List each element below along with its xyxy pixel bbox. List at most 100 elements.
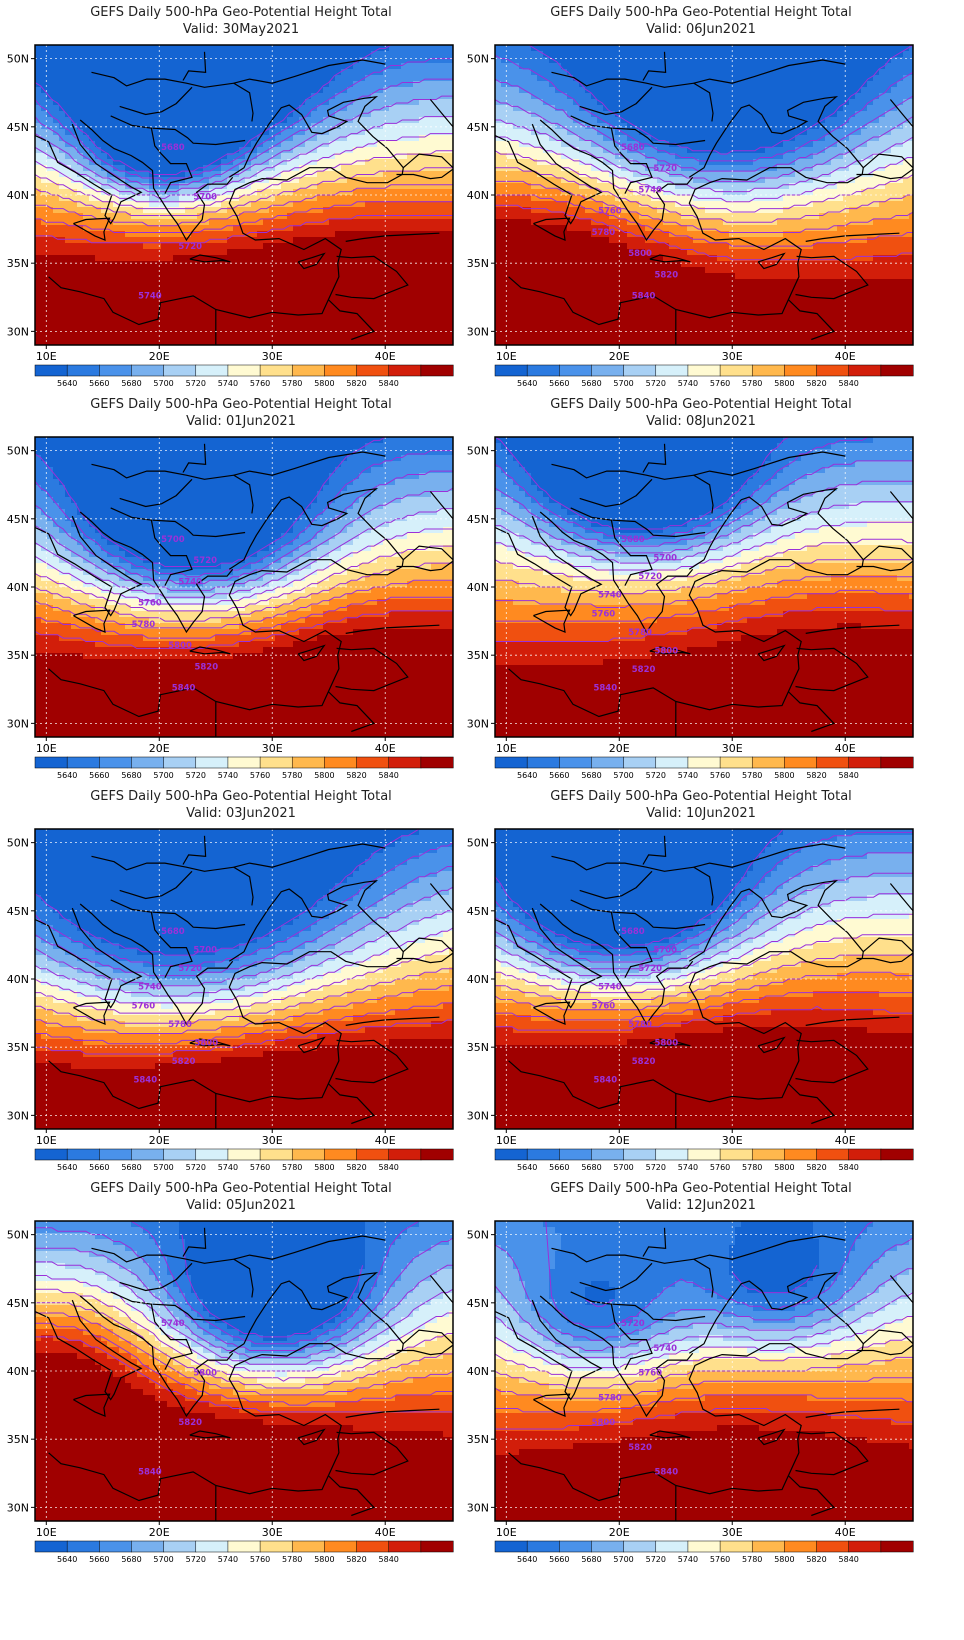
contour-line bbox=[528, 45, 913, 155]
contour-line bbox=[495, 78, 913, 172]
panel-valid-date: Valid: 12Jun2021 bbox=[460, 1197, 942, 1214]
colorbar-label: 5740 bbox=[218, 1555, 238, 1564]
colorbar-swatch bbox=[131, 1148, 165, 1161]
graticule bbox=[495, 829, 913, 1129]
x-tick-label: 10E bbox=[36, 350, 57, 363]
contour-label: 5720 bbox=[178, 242, 202, 252]
colorbar-swatch bbox=[34, 1540, 68, 1553]
contour-line bbox=[495, 54, 913, 162]
x-tick-label: 40E bbox=[375, 742, 396, 755]
coastline bbox=[402, 1329, 453, 1345]
coastline bbox=[182, 443, 207, 473]
colorbar-label: 5780 bbox=[282, 379, 302, 388]
coastline bbox=[152, 127, 246, 146]
colorbar-swatch bbox=[848, 364, 882, 377]
graticule bbox=[495, 1221, 913, 1521]
colorbar: 5640 5660 5680 5700 5720 5740 5760 5780 5800 5820… bbox=[494, 364, 914, 388]
panel-valid-date: Valid: 06Jun2021 bbox=[460, 21, 942, 38]
colorbar-label: 5820 bbox=[806, 379, 826, 388]
contour-label: 5740 bbox=[138, 983, 162, 993]
contour-line bbox=[495, 501, 913, 564]
contour-label: 5700 bbox=[193, 193, 217, 203]
contour-line bbox=[130, 1221, 425, 1345]
colorbar-label: 5820 bbox=[346, 771, 366, 780]
contour-line bbox=[35, 985, 453, 1034]
contour-line bbox=[35, 215, 453, 244]
coastline bbox=[233, 59, 386, 84]
colorbar-swatch bbox=[227, 364, 261, 377]
colorbar-label: 5720 bbox=[646, 771, 666, 780]
colorbar-swatch bbox=[880, 756, 914, 769]
contour-line bbox=[35, 116, 453, 199]
contour-label: 5760 bbox=[132, 1001, 156, 1011]
colorbar-swatch bbox=[259, 1540, 293, 1553]
colorbar-swatch bbox=[163, 1148, 197, 1161]
contour-line bbox=[35, 545, 453, 612]
colorbar-swatch bbox=[388, 1148, 422, 1161]
panel-valid-date: Valid: 03Jun2021 bbox=[0, 805, 482, 822]
contour-line bbox=[495, 521, 913, 571]
contour-label: 5720 bbox=[638, 572, 662, 582]
colorbar-label: 5740 bbox=[678, 771, 698, 780]
y-tick-label: 30N bbox=[467, 325, 489, 338]
coastline bbox=[495, 1299, 603, 1401]
colorbar-label: 5820 bbox=[346, 1555, 366, 1564]
y-tick-label: 50N bbox=[7, 445, 29, 458]
contour-line bbox=[35, 1312, 453, 1396]
colorbar-swatch bbox=[66, 756, 100, 769]
coastline bbox=[508, 95, 864, 326]
x-tick-label: 20E bbox=[149, 350, 170, 363]
colorbar-swatch bbox=[526, 756, 560, 769]
x-tick-label: 40E bbox=[375, 1134, 396, 1147]
coastline bbox=[889, 99, 913, 128]
contour-label: 5680 bbox=[621, 143, 645, 153]
contour-line bbox=[540, 1221, 874, 1328]
contour-line bbox=[495, 559, 913, 595]
colorbar-label: 5720 bbox=[646, 1555, 666, 1564]
coastline bbox=[889, 883, 913, 912]
y-tick-label: 40N bbox=[467, 189, 489, 202]
y-tick-label: 50N bbox=[467, 53, 489, 66]
contour-label: 5740 bbox=[598, 591, 622, 601]
x-tick-label: 10E bbox=[36, 1134, 57, 1147]
colorbar-swatch bbox=[880, 364, 914, 377]
y-tick-label: 50N bbox=[7, 1229, 29, 1242]
coastline bbox=[335, 1431, 409, 1476]
contour-line bbox=[495, 460, 913, 547]
contour-label: 5840 bbox=[172, 684, 196, 694]
coastline bbox=[402, 937, 453, 953]
coastline bbox=[539, 903, 694, 1026]
colorbar-swatch bbox=[751, 364, 785, 377]
coastline bbox=[429, 99, 453, 128]
colorbar-swatch bbox=[356, 1540, 390, 1553]
contour-line bbox=[35, 150, 453, 210]
contour-label: 5820 bbox=[632, 1057, 656, 1067]
colorbar-label: 5780 bbox=[742, 1555, 762, 1564]
coastline bbox=[402, 153, 453, 169]
colorbar-swatch bbox=[66, 364, 100, 377]
colorbar-swatch bbox=[880, 1148, 914, 1161]
coastline bbox=[693, 59, 846, 84]
contour-label: 5740 bbox=[178, 577, 202, 587]
contour-line bbox=[495, 1292, 913, 1358]
x-tick-label: 40E bbox=[835, 1134, 856, 1147]
contour-line bbox=[495, 180, 913, 233]
x-tick-label: 30E bbox=[722, 350, 743, 363]
coastline bbox=[396, 560, 453, 572]
coastline bbox=[495, 123, 603, 225]
y-tick-label: 35N bbox=[7, 1433, 29, 1446]
coastline bbox=[119, 86, 193, 116]
coastline bbox=[539, 1295, 694, 1418]
y-tick-label: 45N bbox=[467, 1297, 489, 1310]
y-tick-label: 45N bbox=[7, 513, 29, 526]
coastline bbox=[396, 952, 453, 964]
colorbar-swatch bbox=[324, 756, 358, 769]
coastline bbox=[551, 463, 714, 514]
contour-line bbox=[35, 1322, 453, 1406]
coastline bbox=[73, 1393, 111, 1417]
colorbar-label: 5840 bbox=[379, 771, 399, 780]
colorbar-swatch bbox=[291, 1148, 325, 1161]
contour-label: 5720 bbox=[653, 164, 677, 174]
panel-valid-date: Valid: 08Jun2021 bbox=[460, 413, 942, 430]
contour-line bbox=[495, 437, 789, 530]
